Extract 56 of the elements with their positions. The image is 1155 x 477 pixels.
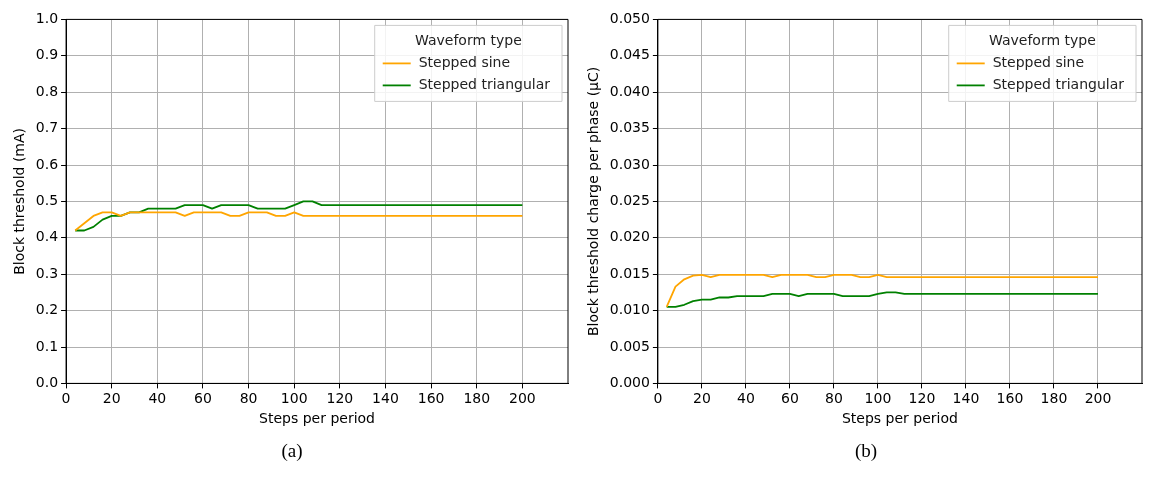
x-tick-label: 40 bbox=[736, 390, 755, 407]
y-tick-label: 0.0 bbox=[35, 374, 59, 391]
x-tick-label: 200 bbox=[1084, 390, 1112, 407]
y-tick-label: 0.7 bbox=[35, 119, 59, 136]
x-tick-label: 20 bbox=[102, 390, 121, 407]
y-tick-label: 0.005 bbox=[609, 337, 650, 354]
y-tick-label: 1.0 bbox=[35, 10, 59, 27]
legend-label: Stepped triangular bbox=[418, 76, 551, 93]
y-tick-label: 0.3 bbox=[35, 264, 59, 281]
x-tick-label: 80 bbox=[825, 390, 843, 407]
x-tick-label: 100 bbox=[280, 390, 308, 407]
legend-label: Stepped sine bbox=[418, 54, 511, 71]
y-tick-label: 0.020 bbox=[609, 228, 650, 245]
x-tick-label: 140 bbox=[952, 390, 980, 407]
x-axis-title: Steps per period bbox=[841, 410, 958, 427]
y-tick-label: 0.040 bbox=[609, 82, 650, 99]
legend-title: Waveform type bbox=[414, 32, 522, 49]
y-tick-label: 0.025 bbox=[609, 192, 650, 209]
y-tick-label: 0.035 bbox=[609, 119, 650, 136]
legend-title: Waveform type bbox=[988, 32, 1096, 49]
y-tick-label: 0.045 bbox=[609, 46, 650, 63]
x-tick-label: 100 bbox=[864, 390, 892, 407]
x-tick-label: 140 bbox=[372, 390, 399, 407]
x-tick-label: 160 bbox=[417, 390, 445, 407]
x-tick-label: 0 bbox=[61, 390, 71, 407]
x-tick-label: 20 bbox=[692, 390, 711, 407]
y-tick-label: 0.050 bbox=[609, 10, 650, 27]
y-tick-label: 0.000 bbox=[609, 374, 650, 391]
y-tick-label: 0.4 bbox=[35, 228, 59, 245]
y-axis-title: Block threshold charge per phase (μC) bbox=[585, 66, 602, 337]
x-tick-label: 60 bbox=[781, 390, 799, 407]
legend-label: Stepped triangular bbox=[992, 76, 1125, 93]
legend-label: Stepped sine bbox=[992, 54, 1085, 71]
x-tick-label: 180 bbox=[1040, 390, 1068, 407]
text: (b) bbox=[853, 440, 879, 462]
x-tick-label: 40 bbox=[148, 390, 167, 407]
y-tick-label: 0.030 bbox=[609, 155, 650, 172]
x-tick-label: 180 bbox=[463, 390, 491, 407]
x-axis-title: Steps per period bbox=[259, 410, 375, 427]
y-tick-label: 0.1 bbox=[35, 337, 59, 354]
x-tick-label: 120 bbox=[326, 390, 354, 407]
text: (a) bbox=[280, 440, 304, 462]
x-tick-label: 120 bbox=[908, 390, 936, 407]
x-tick-label: 80 bbox=[239, 390, 258, 407]
y-tick-label: 0.8 bbox=[35, 82, 59, 99]
x-tick-label: 200 bbox=[509, 390, 536, 407]
y-tick-label: 0.2 bbox=[35, 301, 59, 318]
y-tick-label: 0.9 bbox=[35, 46, 59, 63]
y-tick-label: 0.6 bbox=[35, 155, 59, 172]
y-tick-label: 0.010 bbox=[609, 301, 650, 318]
y-axis-title: Block threshold (mA) bbox=[11, 127, 28, 275]
x-tick-label: 160 bbox=[996, 390, 1024, 407]
x-tick-label: 60 bbox=[194, 390, 212, 407]
y-tick-label: 0.5 bbox=[35, 192, 59, 209]
x-tick-label: 0 bbox=[653, 390, 663, 407]
y-tick-label: 0.015 bbox=[609, 264, 650, 281]
